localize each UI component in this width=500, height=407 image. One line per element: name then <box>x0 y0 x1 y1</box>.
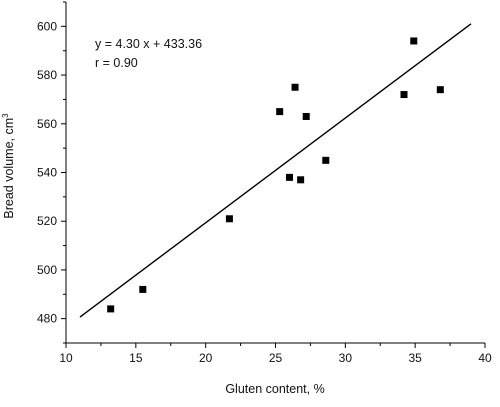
x-tick-label: 35 <box>408 351 422 365</box>
y-tick-label: 480 <box>37 312 57 326</box>
y-tick-label: 580 <box>37 68 57 82</box>
y-tick-label: 600 <box>37 19 57 33</box>
data-points <box>107 37 444 313</box>
data-point <box>225 215 233 223</box>
x-tick-label: 30 <box>339 351 353 365</box>
y-tick-label: 520 <box>37 214 57 228</box>
y-tick-label: 500 <box>37 263 57 277</box>
y-axis-title: Bread volume, cm3 <box>1 113 16 219</box>
x-tick-label: 25 <box>269 351 283 365</box>
x-axis-ticks: 10 15 20 25 30 35 40 <box>59 343 492 365</box>
data-point <box>297 176 305 184</box>
y-axis-title-group: Bread volume, cm3 <box>1 113 16 219</box>
y-axis-title-superscript: 3 <box>1 113 10 118</box>
y-tick-label: 560 <box>37 117 57 131</box>
data-point <box>410 37 418 45</box>
y-axis-ticks: 480 500 520 540 560 580 600 <box>37 1 66 344</box>
x-axis-title: Gluten content, % <box>225 382 324 396</box>
x-tick-label: 40 <box>478 351 492 365</box>
data-point <box>139 285 147 293</box>
data-point <box>285 173 293 181</box>
data-point <box>291 83 299 91</box>
data-point <box>400 91 408 99</box>
y-tick-label: 540 <box>37 166 57 180</box>
data-point <box>276 108 284 116</box>
axes <box>65 2 485 344</box>
regression-equation: y = 4.30 x + 433.36 <box>95 37 202 51</box>
regression-line <box>79 23 472 318</box>
data-point <box>107 305 115 313</box>
correlation-coefficient: r = 0.90 <box>95 56 138 70</box>
data-point <box>302 112 310 120</box>
data-point <box>322 156 330 164</box>
x-tick-label: 15 <box>129 351 143 365</box>
y-axis-title-text: Bread volume, cm <box>2 118 16 219</box>
data-point <box>436 86 444 94</box>
x-tick-label: 10 <box>59 351 73 365</box>
x-tick-label: 20 <box>199 351 213 365</box>
